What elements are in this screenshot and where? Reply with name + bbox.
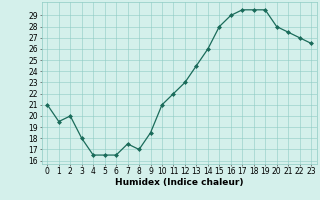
X-axis label: Humidex (Indice chaleur): Humidex (Indice chaleur) — [115, 178, 244, 187]
